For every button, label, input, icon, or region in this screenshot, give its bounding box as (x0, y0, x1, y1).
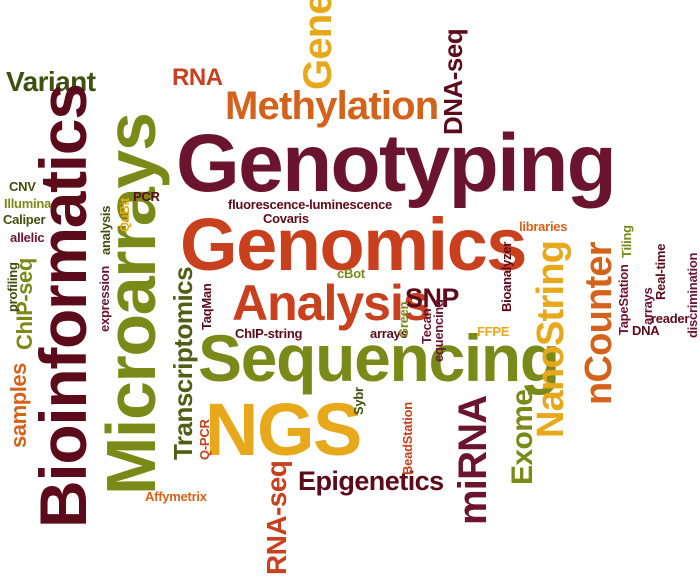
word-real-time: Real-time (653, 243, 668, 300)
word-rna: RNA (172, 64, 223, 91)
word-tapestation: TapeStation (616, 264, 631, 335)
word-q-pcr: Q-PCR (197, 419, 212, 460)
word-genotyping: Genotyping (176, 118, 617, 209)
word-ncounter: nCounter (578, 242, 620, 405)
word-exome: Exome (506, 389, 539, 485)
word-ngs: NGS (205, 388, 362, 471)
word-samples: samples (6, 363, 31, 448)
word-sequencing: Sequencing (198, 321, 560, 395)
word-libraries: libraries (519, 219, 568, 234)
word-fluorescence: fluorescence-luminescence (228, 197, 393, 212)
word-affymetrix: Affymetrix (145, 489, 207, 504)
word-dna: DNA (632, 323, 660, 338)
word-sybr: Sybr (351, 387, 366, 415)
word-sequencing-small: equencing (431, 299, 446, 362)
word-allelic: allelic (10, 230, 45, 245)
word-qubit: QuBit (117, 197, 132, 232)
word-cbot: cBot (337, 266, 365, 281)
word-gene: Gene (296, 0, 340, 90)
word-illumina: Illumina (4, 196, 52, 211)
word-caliper: Caliper (3, 212, 46, 227)
word-rna-seq: RNA-seq (261, 460, 292, 575)
word-green: Green (396, 301, 411, 338)
word-analysis-small: analysis (98, 205, 113, 255)
word-beadstation: BeadStation (400, 402, 415, 475)
word-cnv: CNV (9, 179, 36, 194)
word-tiling: Tiling (619, 225, 634, 258)
word-transcriptomics: Transcriptomics (168, 266, 198, 460)
word-dna-seq: DNA-seq (438, 28, 468, 135)
word-mirna: miRNA (451, 395, 495, 525)
word-bioinformatics: Bioinformatics (26, 84, 100, 528)
word-epigenetics: Epigenetics (298, 466, 444, 496)
word-discrimination: discrimination (685, 252, 700, 338)
word-expression: expression (97, 265, 112, 332)
word-snp: SNP (405, 283, 459, 313)
word-reader: reader (651, 311, 690, 326)
word-genomics: Genomics (180, 203, 527, 286)
word-taqman: TaqMan (199, 283, 214, 330)
word-arrays: arrays (370, 326, 408, 341)
word-ffpe: FFPE (477, 324, 510, 339)
word-variant: Variant (6, 66, 96, 97)
word-analysis: Analysis (232, 275, 431, 331)
word-chip-string: ChIP-string (235, 326, 303, 341)
word-pcr: PCR (133, 189, 160, 204)
word-covaris: Covaris (263, 211, 309, 226)
word-methylation: Methylation (225, 84, 439, 128)
word-bioanalyzer: Bioanalyzer (499, 241, 514, 312)
word-profiling: profiling (5, 262, 20, 312)
